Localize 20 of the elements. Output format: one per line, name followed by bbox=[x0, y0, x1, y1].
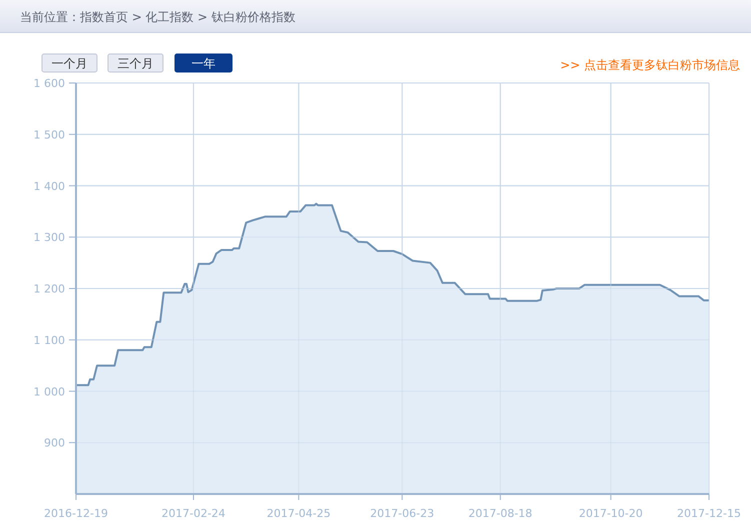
text: 当前位置：指数首页 > 化工指数 > 钛白粉价格指数 bbox=[20, 10, 296, 24]
text: 三个月 bbox=[118, 56, 154, 70]
x-tick-label: 2017-10-20 bbox=[578, 507, 643, 520]
x-tick-label: 2017-08-18 bbox=[468, 507, 532, 520]
text: 一个月 bbox=[52, 56, 88, 70]
y-tick-label: 1 500 bbox=[34, 128, 65, 142]
x-tick-label: 2016-12-19 bbox=[44, 507, 108, 520]
x-tick-label: 2017-04-25 bbox=[266, 507, 331, 520]
y-tick-label: 1 100 bbox=[34, 334, 65, 347]
text: >> 点击查看更多钛白粉市场信息 bbox=[560, 58, 740, 72]
text: 一年 bbox=[192, 56, 216, 70]
y-tick-label: 1 000 bbox=[34, 385, 65, 398]
y-tick-label: 1 200 bbox=[34, 282, 65, 296]
x-tick-label: 2017-02-24 bbox=[162, 507, 226, 520]
y-tick-label: 1 300 bbox=[34, 231, 65, 244]
y-tick-label: 1 600 bbox=[34, 77, 65, 90]
y-tick-label: 900 bbox=[44, 436, 65, 450]
x-tick-label: 2017-12-15 bbox=[677, 507, 741, 520]
x-tick-label: 2017-06-23 bbox=[370, 507, 434, 520]
y-tick-label: 1 400 bbox=[34, 180, 65, 193]
